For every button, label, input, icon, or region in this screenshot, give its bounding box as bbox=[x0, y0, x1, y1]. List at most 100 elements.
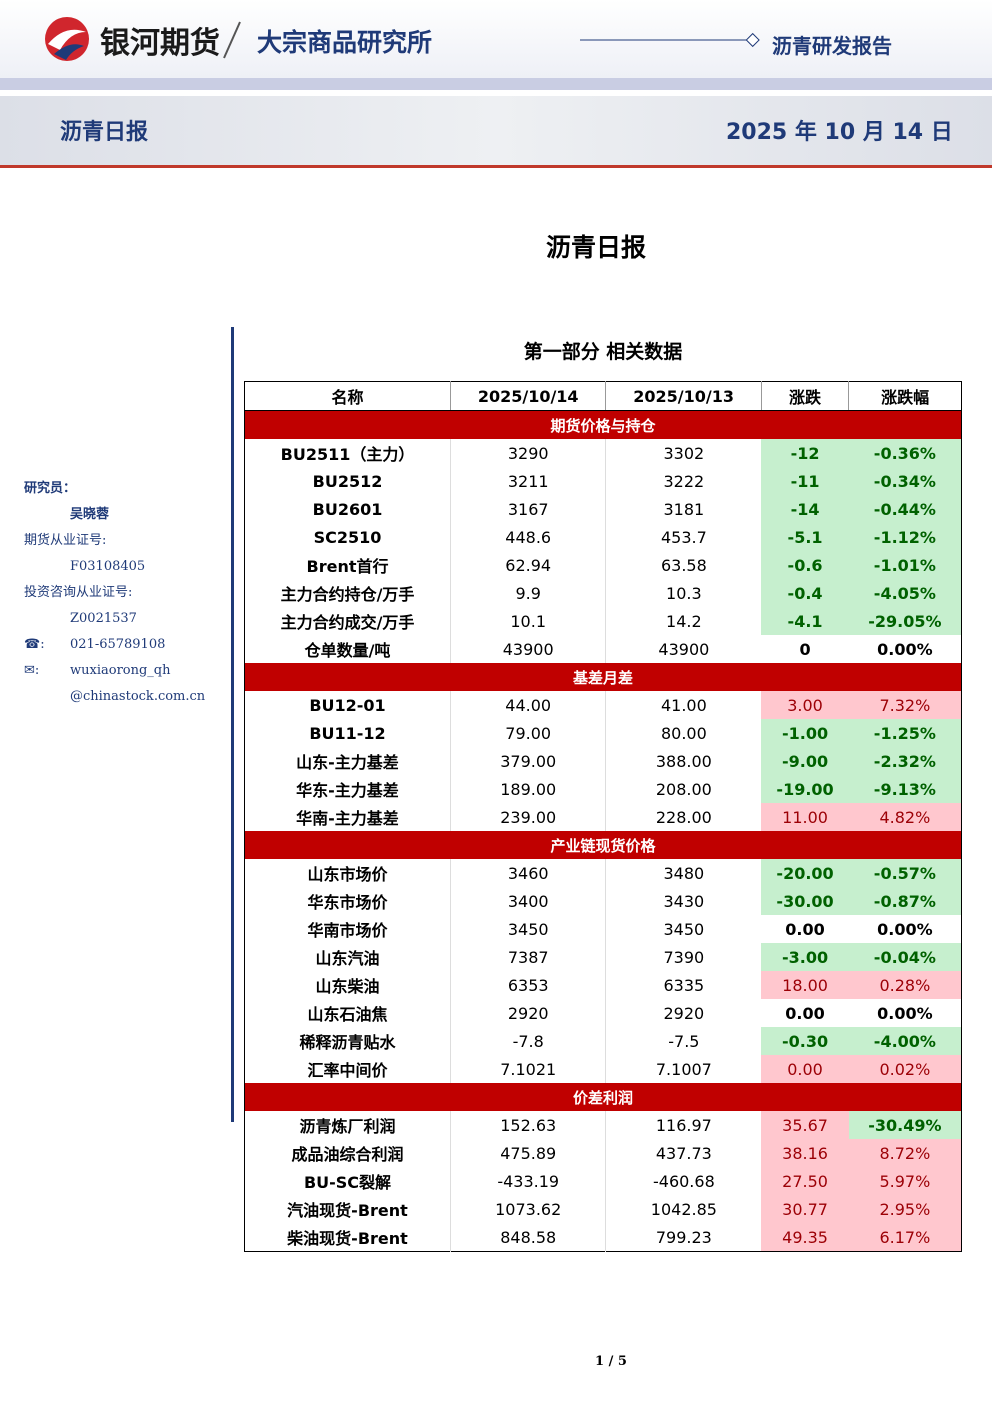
email: wuxiaorong_qh bbox=[70, 663, 171, 678]
cell: 7.32% bbox=[848, 691, 962, 719]
row-name: 汽油现货-Brent bbox=[287, 1201, 408, 1220]
row-name: 沥青炼厂利润 bbox=[299, 1117, 396, 1136]
cell: 62.94 bbox=[449, 551, 606, 579]
data-row: 山东市场价 3460 3480 -20.00 -0.57% bbox=[245, 859, 962, 887]
date: 2025 年 10 月 14 日 bbox=[726, 120, 953, 145]
cell: -0.34% bbox=[848, 467, 962, 495]
cell: -30.49% bbox=[848, 1111, 962, 1139]
cell: 6335 bbox=[605, 971, 762, 999]
cell: -7.8 bbox=[449, 1027, 606, 1055]
row-name: 山东-主力基差 bbox=[296, 753, 399, 772]
row-name: 华东市场价 bbox=[307, 893, 388, 912]
row-name: SC2510 bbox=[313, 527, 382, 547]
row-name: BU-SC裂解 bbox=[303, 1173, 392, 1192]
cell: 3480 bbox=[605, 859, 762, 887]
cell: 388.00 bbox=[605, 747, 762, 775]
logo-text: 银河期货 bbox=[100, 26, 220, 61]
cell: 49.35 bbox=[761, 1223, 849, 1252]
row-name: 华南市场价 bbox=[307, 921, 388, 940]
header-top bbox=[0, 0, 992, 78]
cell: 10.3 bbox=[605, 579, 762, 607]
phone-icon: ☎: bbox=[24, 637, 45, 652]
cell: -0.57% bbox=[848, 859, 962, 887]
cell: 0.00% bbox=[877, 1003, 933, 1023]
row-name: BU2511（主力） bbox=[280, 445, 415, 464]
researcher: 吴晓蓉 bbox=[70, 507, 110, 522]
cell: 2920 bbox=[605, 999, 762, 1027]
cell: 6353 bbox=[449, 971, 606, 999]
header-band bbox=[0, 96, 992, 165]
cell: 3400 bbox=[449, 887, 606, 915]
cell: 4.82% bbox=[848, 803, 962, 831]
column-header: 涨跌 bbox=[760, 381, 849, 411]
cell: -14 bbox=[761, 495, 849, 523]
data-row: 沥青炼厂利润 152.63 116.97 35.67 -30.49% bbox=[245, 1111, 962, 1139]
cert: F03108405 bbox=[70, 559, 146, 574]
cell: -9.13% bbox=[848, 775, 962, 803]
data-row: BU2511（主力） 3290 3302 -12 -0.36% bbox=[245, 439, 962, 467]
cell: 208.00 bbox=[605, 775, 762, 803]
cell: 0.00 bbox=[785, 919, 825, 939]
data-row: 仓单数量/吨 43900 43900 0 0.00% bbox=[245, 635, 962, 663]
cell: -433.19 bbox=[449, 1167, 606, 1195]
cell: 1042.85 bbox=[605, 1195, 762, 1223]
cell: 3450 bbox=[605, 915, 762, 943]
cell: 3211 bbox=[449, 467, 606, 495]
cell: -29.05% bbox=[848, 607, 962, 635]
data-row: 山东石油焦 2920 2920 0.00 0.00% bbox=[245, 999, 962, 1027]
divider bbox=[580, 32, 760, 48]
cell: 44.00 bbox=[449, 691, 606, 719]
data-row: 汇率中间价 7.1021 7.1007 0.00 0.02% bbox=[245, 1055, 962, 1083]
cell: 152.63 bbox=[449, 1111, 606, 1139]
cell: -0.36% bbox=[848, 439, 962, 467]
doc-title: 沥青日报 bbox=[60, 120, 149, 145]
data-row: BU2601 3167 3181 -14 -0.44% bbox=[245, 495, 962, 523]
cell: 14.2 bbox=[605, 607, 762, 635]
slash bbox=[223, 21, 241, 59]
row-name: BU12-01 bbox=[309, 695, 386, 715]
cell: 18.00 bbox=[761, 971, 849, 999]
data-row: 华东市场价 3400 3430 -30.00 -0.87% bbox=[245, 887, 962, 915]
cell: 0.28% bbox=[848, 971, 962, 999]
cell: 3430 bbox=[605, 887, 762, 915]
label: 期货从业证号: bbox=[24, 533, 107, 548]
cell: -19.00 bbox=[761, 775, 849, 803]
row-name: 山东柴油 bbox=[315, 977, 380, 996]
cell: 0.00% bbox=[877, 639, 933, 659]
cell: 0.02% bbox=[848, 1055, 962, 1083]
group-title: 价差利润 bbox=[244, 1083, 962, 1111]
cell: 239.00 bbox=[449, 803, 606, 831]
cell: 43900 bbox=[449, 635, 606, 663]
row-name: 山东市场价 bbox=[307, 865, 388, 884]
group-row: 价差利润 bbox=[244, 1083, 962, 1111]
row-name: 仓单数量/吨 bbox=[304, 641, 391, 660]
row-name: 柴油现货-Brent bbox=[287, 1229, 408, 1248]
cell: 11.00 bbox=[761, 803, 849, 831]
data-row: BU-SC裂解 -433.19 -460.68 27.50 5.97% bbox=[245, 1167, 962, 1195]
cell: 379.00 bbox=[449, 747, 606, 775]
cell: 7390 bbox=[605, 943, 762, 971]
cell: 7.1007 bbox=[605, 1055, 762, 1083]
data-row: BU11-12 79.00 80.00 -1.00 -1.25% bbox=[245, 719, 962, 747]
group-row: 基差月差 bbox=[244, 663, 962, 691]
cell: 475.89 bbox=[449, 1139, 606, 1167]
logo-icon bbox=[45, 17, 89, 61]
row-name: 汇率中间价 bbox=[307, 1061, 388, 1080]
cell: 453.7 bbox=[605, 523, 762, 551]
data-row: 山东-主力基差 379.00 388.00 -9.00 -2.32% bbox=[245, 747, 962, 775]
data-row: 柴油现货-Brent 848.58 799.23 49.35 6.17% bbox=[245, 1223, 962, 1252]
cell: 3181 bbox=[605, 495, 762, 523]
header-row: 名称 2025/10/14 2025/10/13 涨跌 涨跌幅 bbox=[244, 381, 962, 411]
cell: -0.6 bbox=[761, 551, 849, 579]
institute: 大宗商品研究所 bbox=[257, 28, 433, 57]
cell: -0.44% bbox=[848, 495, 962, 523]
cell: 3450 bbox=[449, 915, 606, 943]
data-row: BU12-01 44.00 41.00 3.00 7.32% bbox=[245, 691, 962, 719]
cell: -0.87% bbox=[848, 887, 962, 915]
header-line bbox=[0, 165, 992, 168]
cell: 228.00 bbox=[605, 803, 762, 831]
data-row: 山东柴油 6353 6335 18.00 0.28% bbox=[245, 971, 962, 999]
cell: 5.97% bbox=[848, 1167, 962, 1195]
cell: 3460 bbox=[449, 859, 606, 887]
